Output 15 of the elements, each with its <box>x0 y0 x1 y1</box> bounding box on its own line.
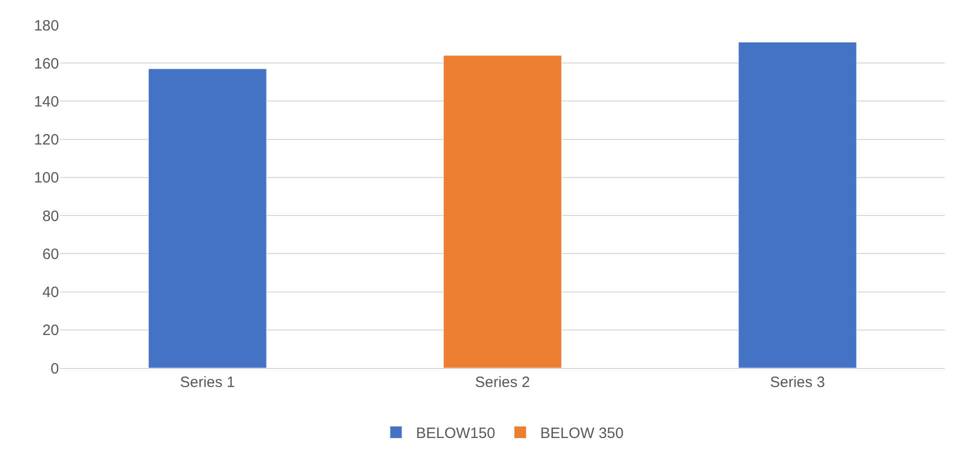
y-tick-label: 80 <box>42 208 59 225</box>
x-tick-label: Series 2 <box>474 374 530 391</box>
y-tick-label: 60 <box>42 246 59 263</box>
y-tick-label: 40 <box>42 284 59 302</box>
y-tick-label: 0 <box>50 360 59 378</box>
x-tick-label: Series 1 <box>180 374 236 391</box>
y-tick-label: 180 <box>34 17 59 34</box>
y-tick-label: 100 <box>34 170 59 187</box>
y-tick-label: 140 <box>34 93 59 110</box>
legend-label: BELOW 350 <box>540 425 624 442</box>
y-tick-label: 20 <box>42 322 59 340</box>
legend-label: BELOW150 <box>416 425 496 442</box>
x-tick-label: Series 3 <box>770 374 826 391</box>
y-tick-label: 120 <box>34 132 59 149</box>
y-tick-label: 160 <box>34 55 59 72</box>
